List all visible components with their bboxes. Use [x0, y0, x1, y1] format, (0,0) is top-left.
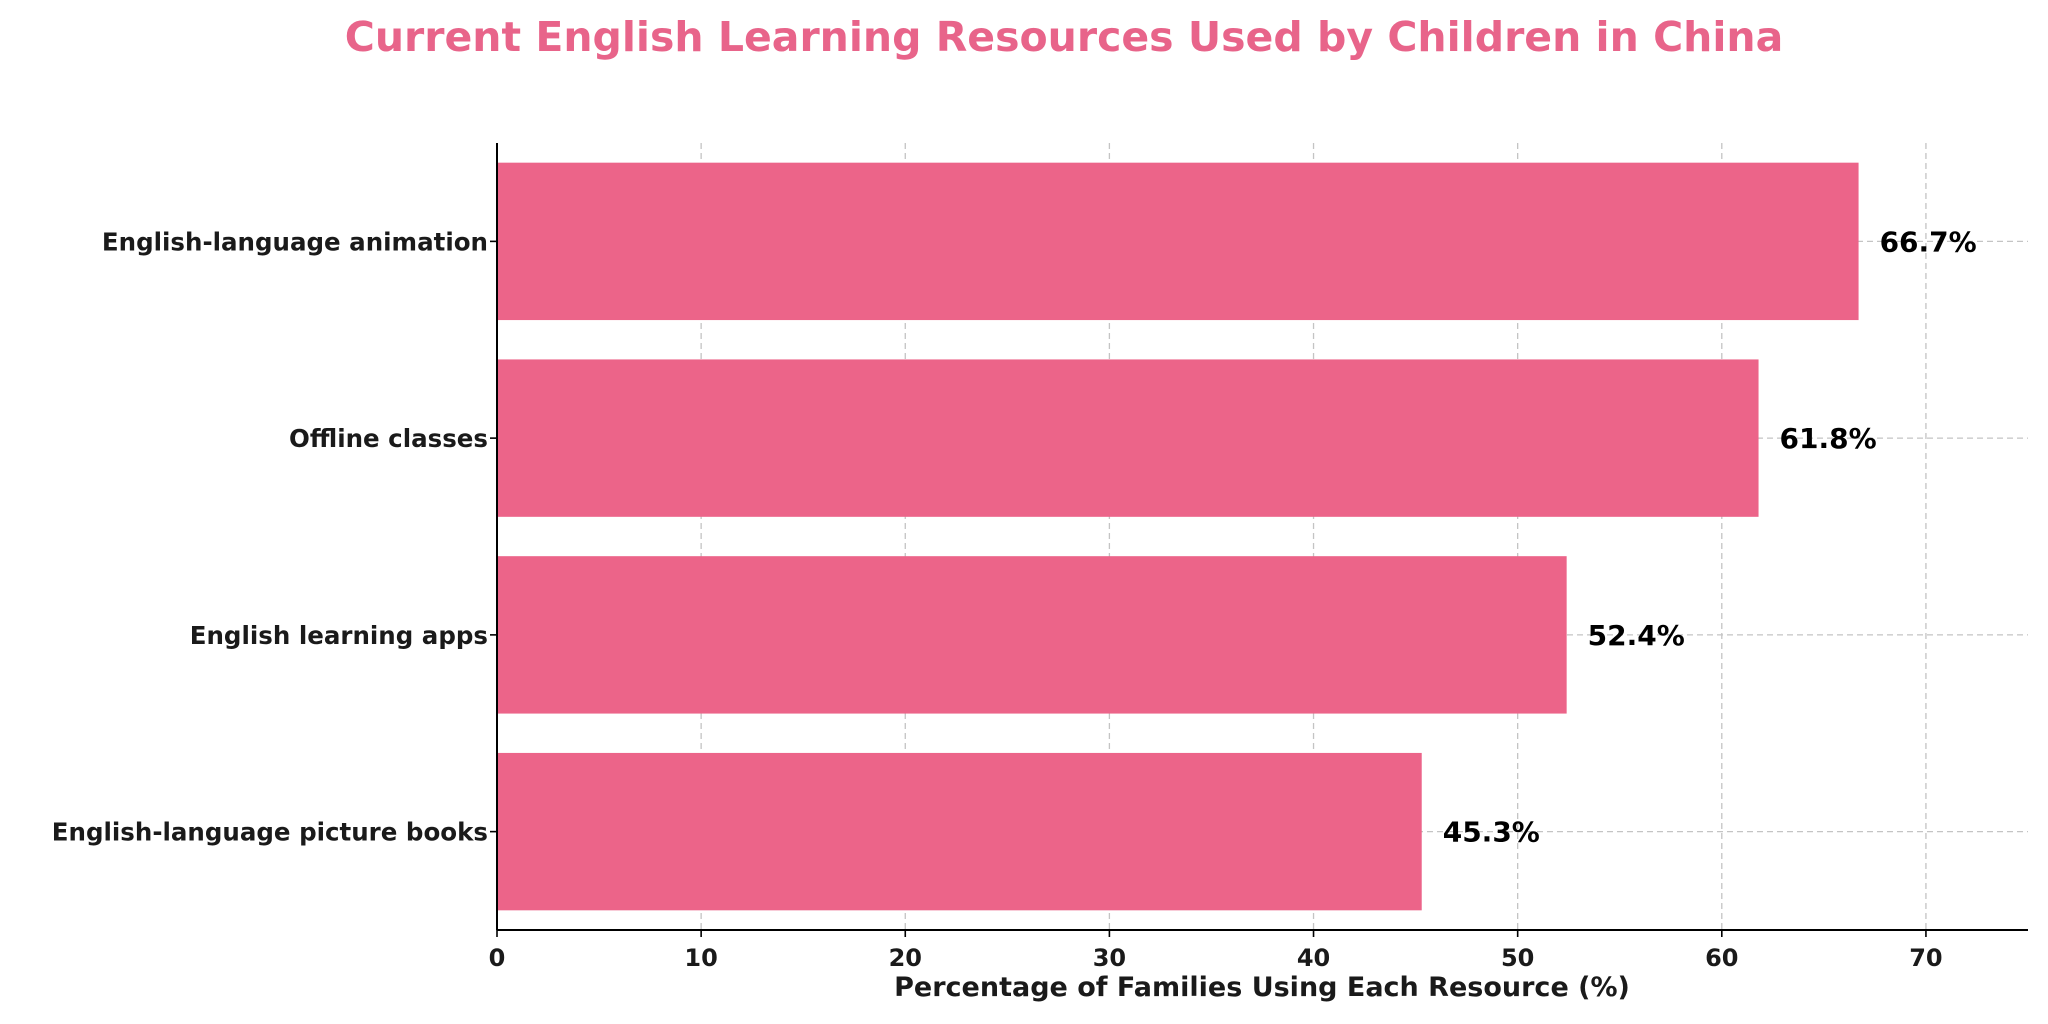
bar [497, 752, 1422, 911]
data-labels: 45.3% 52.4% 61.8% 66.7% [1443, 225, 1977, 848]
bars [497, 162, 1859, 911]
y-axis-ticks: English-language picture books English le… [52, 227, 497, 847]
data-label: 52.4% [1588, 619, 1685, 652]
x-tick-label: 70 [1909, 944, 1942, 972]
y-tick-label: English-language animation [102, 227, 488, 256]
axes [496, 143, 2028, 931]
chart-title: Current English Learning Resources Used … [345, 13, 1784, 61]
bar [497, 359, 1759, 517]
x-tick-label: 50 [1501, 944, 1534, 972]
data-label: 45.3% [1443, 816, 1540, 849]
y-tick-label: English-language picture books [52, 818, 488, 847]
y-tick-label: Offline classes [289, 424, 488, 453]
x-tick-label: 40 [1297, 944, 1330, 972]
x-tick-label: 30 [1093, 944, 1126, 972]
data-label: 66.7% [1880, 225, 1977, 258]
x-axis-ticks: 0 10 20 30 40 50 60 70 [489, 930, 1943, 972]
x-tick-label: 20 [889, 944, 922, 972]
x-axis-label: Percentage of Families Using Each Resour… [894, 972, 1630, 1003]
y-tick-label: English learning apps [190, 621, 488, 650]
x-tick-label: 10 [684, 944, 717, 972]
data-label: 61.8% [1780, 422, 1877, 455]
x-tick-label: 60 [1705, 944, 1738, 972]
bar [497, 162, 1859, 321]
bar [497, 556, 1567, 714]
x-tick-label: 0 [489, 944, 506, 972]
